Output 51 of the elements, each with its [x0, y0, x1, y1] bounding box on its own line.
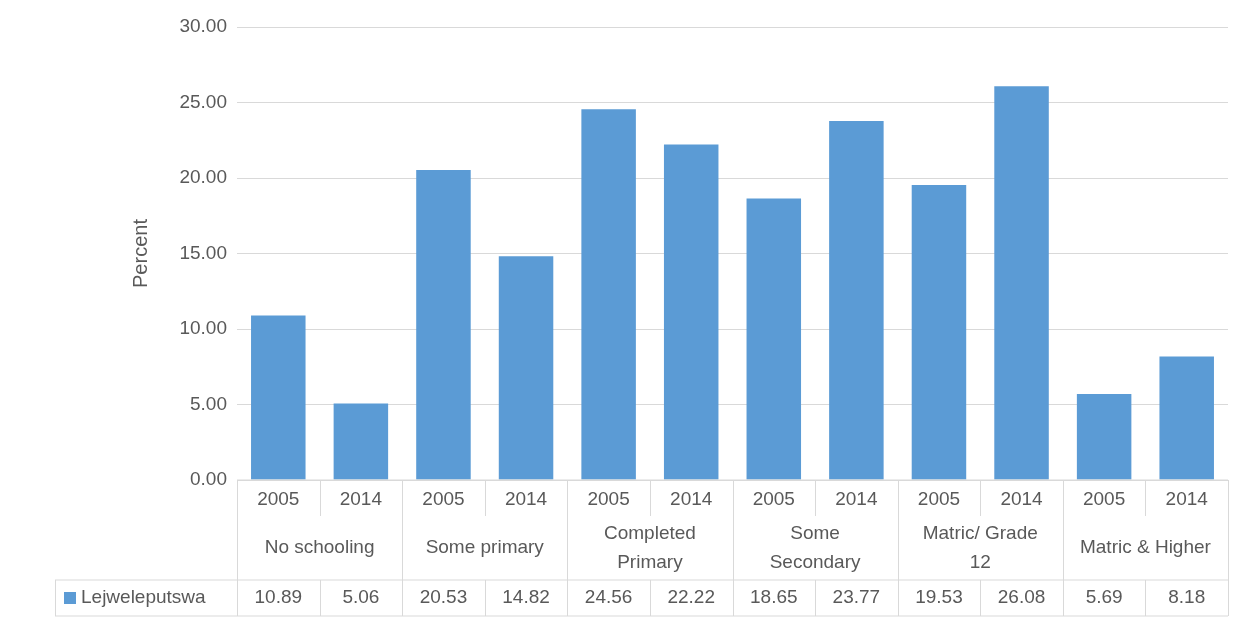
data-label: 10.89 [254, 586, 303, 608]
bar [581, 109, 636, 480]
bar [663, 144, 719, 480]
x-tick-label: 2005 [752, 487, 795, 509]
legend-label: Lejweleputswa [81, 586, 207, 608]
data-label: 5.06 [342, 586, 380, 608]
x-tick-label: 2014 [835, 487, 878, 509]
y-axis-title: Percent [128, 218, 151, 288]
x-tick-label: 2014 [339, 487, 383, 509]
y-tick-label: 30.00 [179, 15, 227, 37]
bar [1076, 394, 1132, 480]
data-label: 22.22 [667, 586, 715, 608]
bar [994, 86, 1049, 480]
x-tick-label: 2014 [1000, 487, 1044, 509]
bar [911, 185, 967, 480]
bar [746, 198, 802, 480]
data-label: 8.18 [1168, 586, 1206, 608]
data-label: 23.77 [832, 586, 881, 608]
data-label: 14.82 [502, 586, 550, 608]
data-label: 26.08 [997, 586, 1046, 608]
bar [416, 170, 471, 480]
x-tick-label: 2005 [1082, 487, 1126, 509]
x-tick-label: 2005 [587, 487, 630, 509]
data-label: 24.56 [584, 586, 633, 608]
bar [333, 403, 389, 480]
x-tick-label: 2005 [257, 487, 300, 509]
text: Some Secondary [769, 521, 861, 572]
data-label: 20.53 [419, 586, 468, 608]
y-tick-label: 20.00 [179, 166, 227, 188]
data-label: 5.69 [1085, 586, 1123, 608]
y-tick-label: 25.00 [179, 90, 227, 112]
y-tick-label: 10.00 [179, 317, 227, 339]
text: Matric & Higher [1079, 536, 1212, 558]
y-tick-label: 5.00 [190, 392, 227, 414]
x-tick-label: 2014 [670, 487, 713, 509]
bar [829, 121, 884, 480]
bar [498, 256, 554, 480]
text: Completed Primary [603, 521, 696, 572]
bar [251, 315, 306, 480]
text: Matric/ Grade 12 [922, 521, 1038, 572]
text: No schooling [264, 536, 375, 558]
x-tick-label: 2014 [1165, 487, 1209, 509]
text: Some primary [425, 536, 545, 558]
x-tick-label: 2005 [422, 487, 465, 509]
x-tick-label: 2014 [504, 487, 548, 509]
x-tick-label: 2005 [917, 487, 961, 509]
data-label: 18.65 [750, 586, 798, 608]
bar [1159, 356, 1214, 480]
y-tick-label: 0.00 [190, 468, 227, 490]
y-tick-label: 15.00 [179, 241, 227, 263]
data-label: 19.53 [915, 586, 963, 608]
